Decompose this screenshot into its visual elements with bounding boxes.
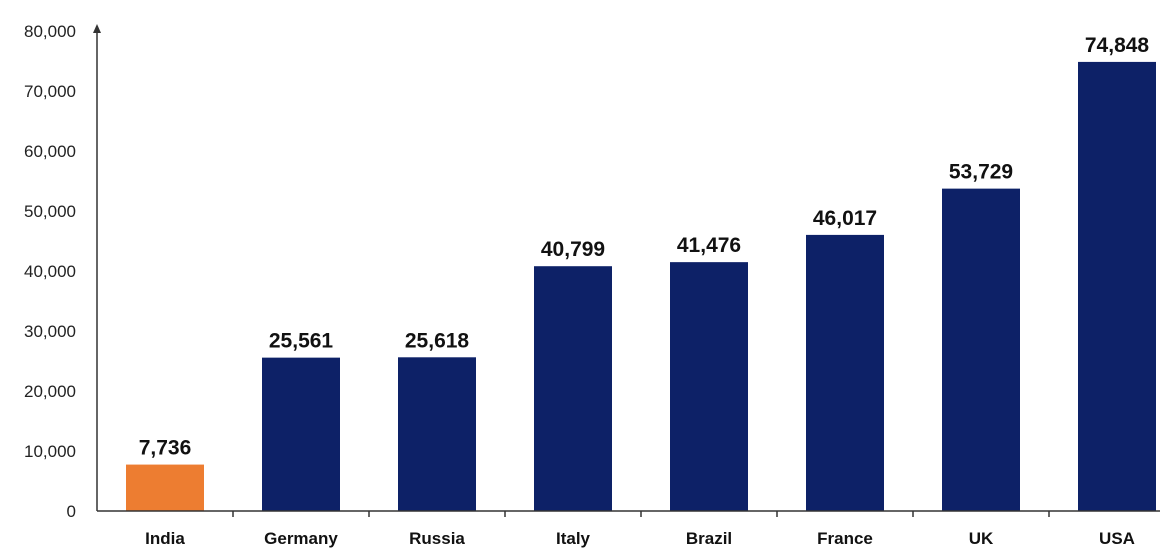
data-label-usa: 74,848 bbox=[1085, 34, 1150, 57]
x-tick-label-germany: Germany bbox=[264, 529, 338, 548]
x-tick-label-uk: UK bbox=[969, 529, 994, 548]
bar-france bbox=[806, 234, 884, 511]
bar-india bbox=[126, 464, 204, 511]
x-tick-label-india: India bbox=[145, 529, 185, 548]
bar-russia bbox=[398, 357, 476, 511]
x-axis: India Germany Russia Italy Brazil France UK USA bbox=[97, 510, 1160, 548]
bars bbox=[126, 61, 1156, 512]
y-tick-label: 80,000 bbox=[24, 22, 76, 41]
y-tick-label: 70,000 bbox=[24, 82, 76, 101]
data-label-germany: 25,561 bbox=[269, 330, 334, 353]
x-tick-label-italy: Italy bbox=[556, 529, 591, 548]
y-axis: 0 10,000 20,000 30,000 40,000 50,000 60,000 70,… bbox=[24, 22, 101, 521]
data-labels: 7,736 25,561 25,618 40,799 41,476 46,017 53,72… bbox=[139, 34, 1150, 460]
bar-germany bbox=[262, 357, 340, 511]
x-tick-label-russia: Russia bbox=[409, 529, 465, 548]
data-label-russia: 25,618 bbox=[405, 329, 470, 352]
y-tick-label: 10,000 bbox=[24, 442, 76, 461]
y-tick-label: 50,000 bbox=[24, 202, 76, 221]
bar-usa bbox=[1078, 61, 1156, 512]
bar-brazil bbox=[670, 262, 748, 511]
y-tick-label: 0 bbox=[67, 502, 76, 521]
x-tick-label-usa: USA bbox=[1099, 529, 1135, 548]
x-tick-label-france: France bbox=[817, 529, 873, 548]
data-label-france: 46,017 bbox=[813, 207, 877, 230]
data-label-brazil: 41,476 bbox=[677, 234, 741, 257]
y-tick-label: 40,000 bbox=[24, 262, 76, 281]
data-label-india: 7,736 bbox=[139, 437, 192, 460]
data-label-uk: 53,729 bbox=[949, 161, 1013, 184]
bar-italy bbox=[534, 266, 612, 511]
y-axis-arrow bbox=[93, 24, 101, 33]
x-tick-label-brazil: Brazil bbox=[686, 529, 732, 548]
data-label-italy: 40,799 bbox=[541, 238, 605, 261]
y-tick-label: 60,000 bbox=[24, 142, 76, 161]
bar-uk bbox=[942, 188, 1020, 511]
y-tick-label: 20,000 bbox=[24, 382, 76, 401]
y-tick-label: 30,000 bbox=[24, 322, 76, 341]
